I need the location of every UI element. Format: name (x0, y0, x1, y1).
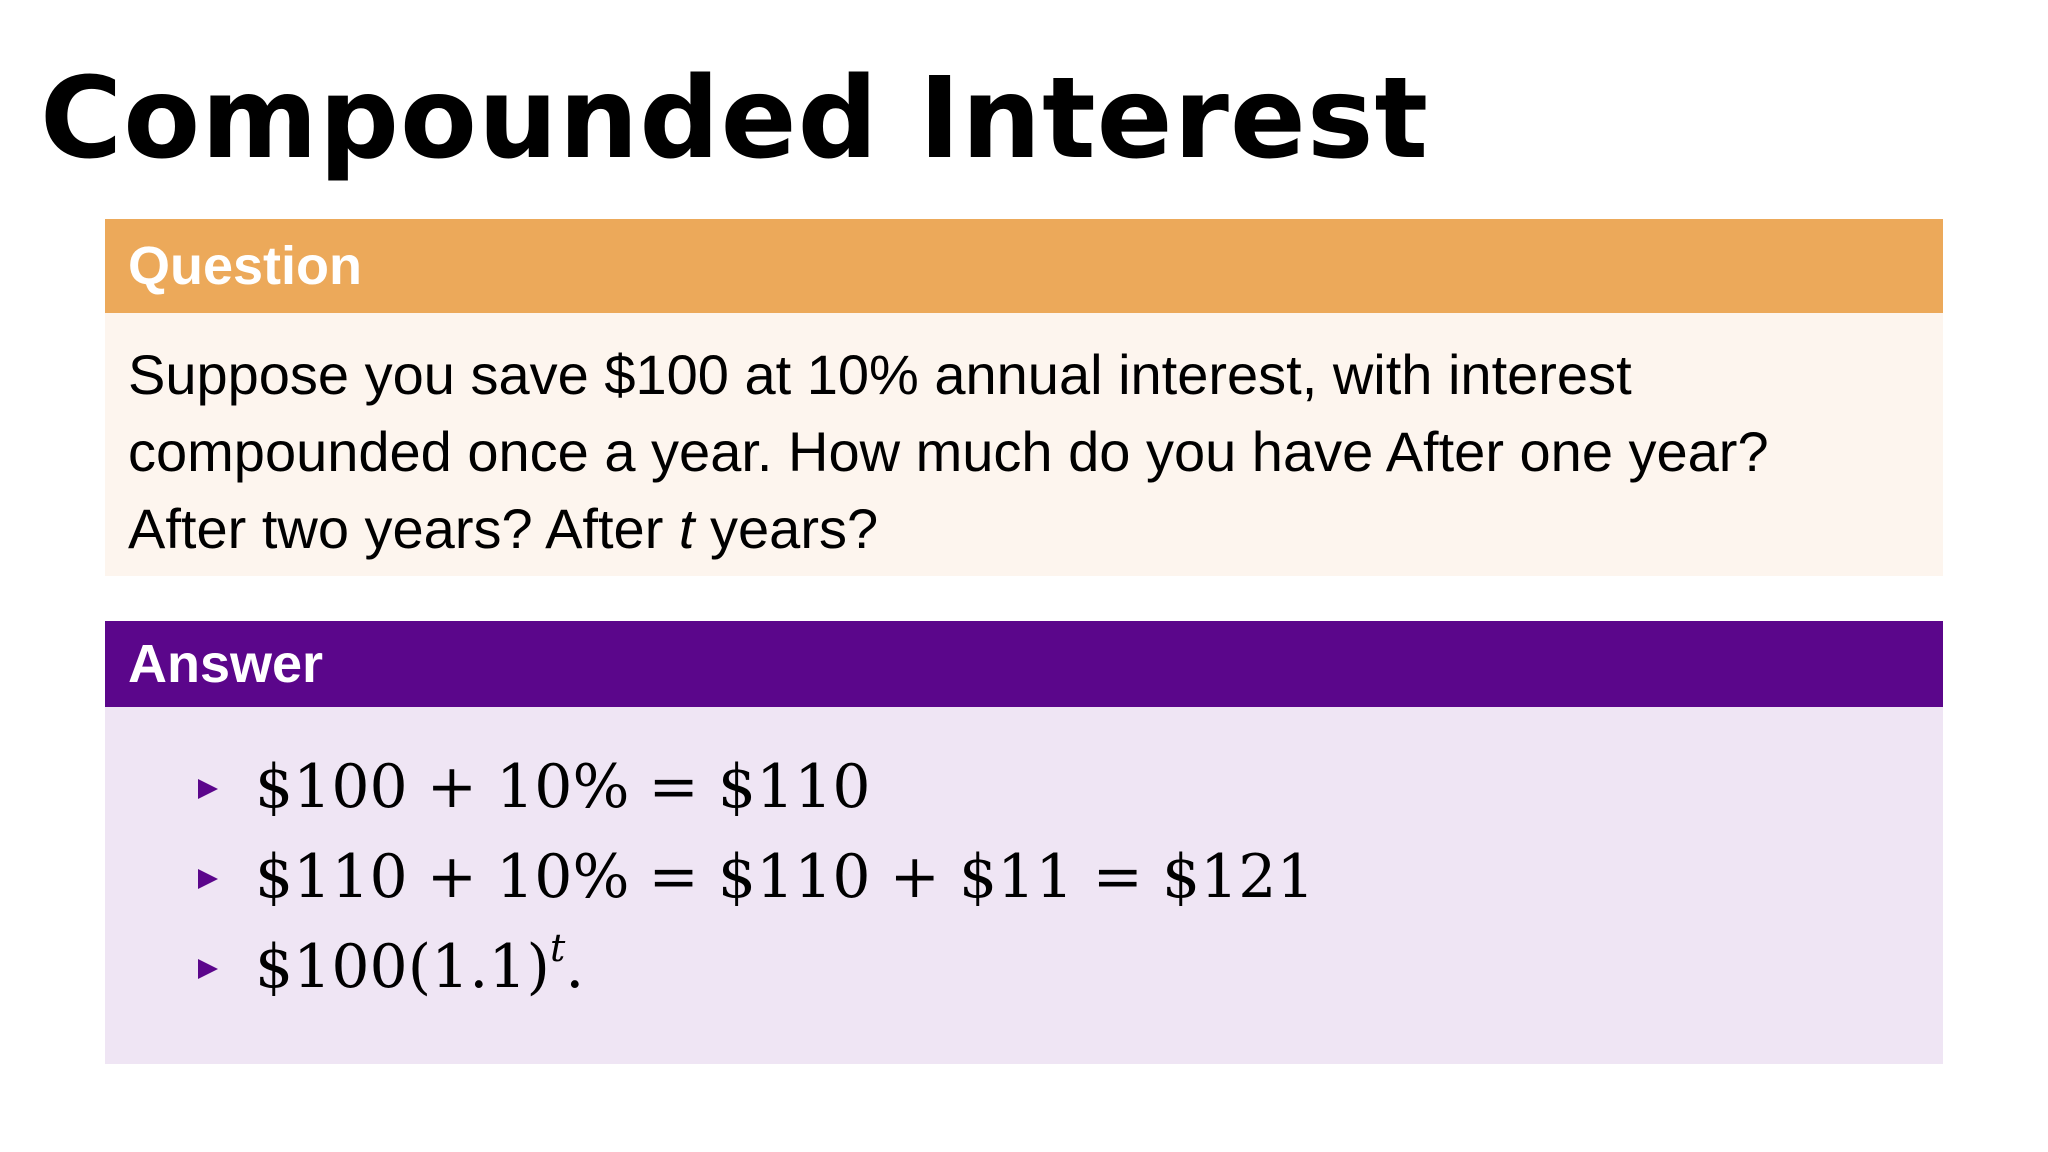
question-block: Question Suppose you save $100 at 10% an… (105, 219, 1943, 576)
answer-formula: $100(1.1) (255, 932, 550, 1002)
list-item: $100 + 10% = $110 (105, 742, 1943, 832)
answer-header: Answer (105, 621, 1943, 707)
question-line: compounded once a year. How much do you … (128, 420, 1769, 483)
question-header: Question (105, 219, 1943, 313)
answer-formula-end: . (565, 932, 585, 1002)
page-title: Compounded Interest (40, 54, 1430, 184)
triangle-bullet-icon (198, 869, 218, 889)
question-text: years? (694, 497, 879, 560)
answer-formula: $110 + 10% = $110 + $11 = $121 (255, 842, 1315, 912)
list-item: $100(1.1)t. (105, 922, 1943, 1012)
list-item: $110 + 10% = $110 + $11 = $121 (105, 832, 1943, 922)
question-line: Suppose you save $100 at 10% annual inte… (128, 343, 1632, 406)
question-line: After two years? After t years? (128, 490, 1920, 567)
answer-formula: $100 + 10% = $110 (255, 752, 871, 822)
answer-block: Answer $100 + 10% = $110 $110 + 10% = $1… (105, 621, 1943, 1064)
answer-list: $100 + 10% = $110 $110 + 10% = $110 + $1… (105, 742, 1943, 1012)
triangle-bullet-icon (198, 779, 218, 799)
exponent: t (549, 926, 566, 970)
answer-body: $100 + 10% = $110 $110 + 10% = $110 + $1… (105, 707, 1943, 1064)
math-variable: t (678, 497, 695, 560)
triangle-bullet-icon (198, 959, 218, 979)
question-text: After two years? After (128, 497, 679, 560)
question-body: Suppose you save $100 at 10% annual inte… (105, 313, 1943, 576)
